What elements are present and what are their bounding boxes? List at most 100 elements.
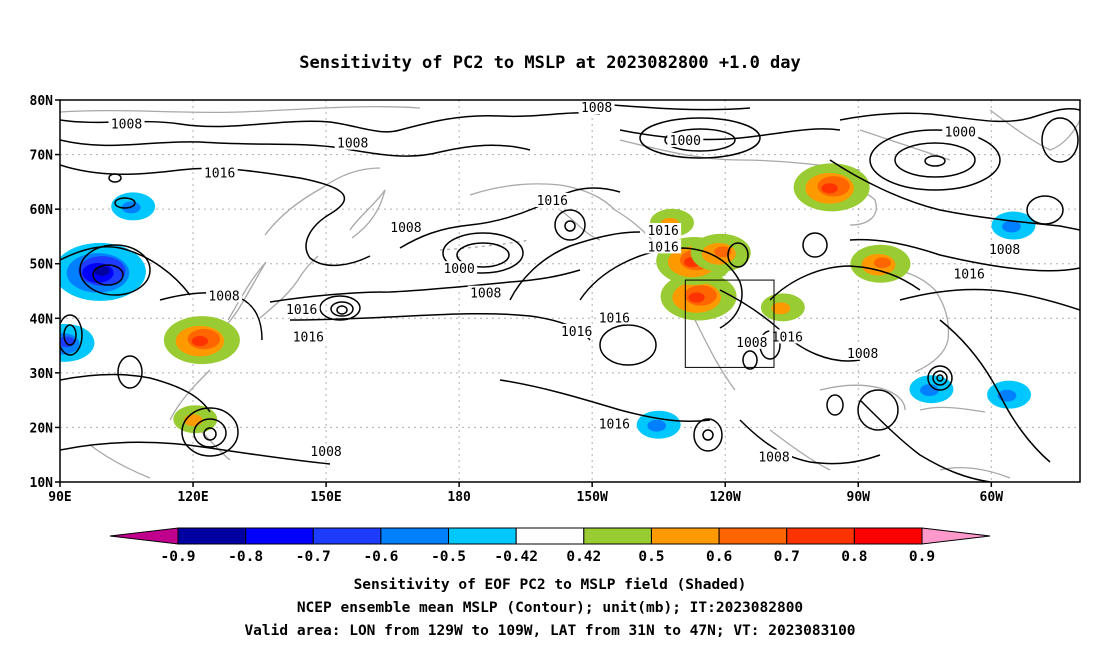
colorbar-swatch — [245, 527, 314, 545]
positive-sensitivity-level — [714, 246, 732, 258]
colorbar-label: 0.6 — [706, 549, 732, 565]
contour-label-background — [308, 443, 345, 458]
lon-tick-label: 120W — [710, 490, 741, 505]
contour-label: 1016 — [537, 194, 568, 209]
colorbar-label: 0.8 — [841, 549, 867, 565]
contour-label-background — [756, 449, 792, 464]
contour-label: 1008 — [470, 287, 501, 302]
contour-label-background — [201, 165, 238, 180]
contour-label-background — [645, 239, 682, 254]
contour-label: 1008 — [847, 347, 878, 362]
contour-label: 1008 — [310, 445, 341, 460]
colorbar-label: 0.42 — [566, 549, 601, 565]
contour-label: 1008 — [111, 118, 142, 133]
contour-label: 1008 — [390, 221, 421, 236]
colorbar: -0.9 -0.8 -0.7 -0.6 -0.5 -0.42 0.42 0.5 0.6 0.7 0.… — [109, 527, 991, 565]
positive-sensitivity-level — [183, 414, 203, 427]
contour-label-background — [942, 124, 979, 139]
contour-label: 1008 — [581, 101, 612, 116]
colorbar-swatch — [515, 527, 585, 545]
contour-label-background — [844, 345, 881, 360]
colorbar-swatch — [853, 527, 923, 545]
contour-label-background — [733, 334, 770, 349]
colorbar-swatch — [177, 527, 247, 545]
contour-label: 1016 — [953, 268, 984, 283]
colorbar-high-arrow — [921, 527, 991, 545]
lat-tick-label: 70N — [30, 149, 54, 164]
map-frame — [59, 99, 1081, 483]
lon-tick-label: 120E — [177, 490, 208, 505]
contour-label-background — [283, 302, 320, 317]
colorbar-swatch — [718, 527, 788, 545]
contour-label-background — [558, 323, 595, 338]
lon-tick-label: 180 — [447, 490, 471, 505]
contour-label: 1008 — [337, 137, 368, 152]
positive-sensitivity-level — [771, 302, 791, 315]
positive-sensitivity-level — [873, 257, 891, 269]
figure-title: Sensitivity of PC2 to MSLP at 2023082800… — [299, 53, 801, 73]
colorbar-swatch — [448, 527, 517, 545]
contour-label-background — [769, 329, 806, 344]
lat-tick-label: 40N — [30, 312, 54, 327]
caption-line-2: NCEP ensemble mean MSLP (Contour); unit(… — [297, 600, 803, 616]
negative-sensitivity-level — [920, 384, 939, 397]
colorbar-low-arrow — [109, 527, 179, 545]
contour-label: 1016 — [293, 330, 324, 345]
lat-tick-label: 60N — [30, 203, 54, 218]
colorbar-label: -0.9 — [161, 549, 196, 565]
contour-label-background — [108, 116, 145, 131]
lat-tick-label: 80N — [30, 94, 54, 109]
positive-sensitivity-level — [821, 183, 838, 194]
contour-label: 1008 — [758, 450, 789, 465]
contour-label: 1016 — [647, 224, 678, 239]
contour-label-background — [667, 132, 704, 147]
lat-tick-label: 30N — [30, 367, 54, 382]
contour-label: 1016 — [286, 303, 317, 318]
contour-label: 1008 — [736, 336, 767, 351]
contour-label-background — [596, 310, 633, 325]
colorbar-label: -0.6 — [363, 549, 398, 565]
lon-tick-label: 90E — [48, 490, 71, 505]
colorbar-swatch — [583, 527, 652, 545]
caption-line-3: Valid area: LON from 129W to 109W, LAT f… — [244, 623, 855, 639]
positive-sensitivity-level — [191, 336, 208, 347]
lat-tick-label: 50N — [30, 258, 54, 273]
lon-tick-label: 150E — [310, 490, 341, 505]
colorbar-label: -0.42 — [494, 549, 538, 565]
contour-label: 1000 — [945, 126, 976, 141]
contour-label-background — [596, 416, 633, 431]
mslp-contours — [60, 103, 1080, 482]
map-panel: 1008 1008 1016 1008 1000 1000 1016 1008 1016 1016… — [30, 94, 1081, 505]
contour-label: 1016 — [599, 311, 630, 326]
negative-sensitivity-level — [647, 419, 667, 432]
lat-tick-label: 20N — [30, 421, 54, 436]
contour-label: 1000 — [443, 262, 474, 277]
colorbar-swatch — [380, 527, 450, 545]
contour-label-background — [206, 288, 243, 303]
colorbar-swatch — [786, 527, 855, 545]
colorbar-swatch — [312, 527, 382, 545]
contour-label: 1008 — [989, 243, 1020, 258]
axis-ticks: 90E 120E 150E 180 150W 120W 90W 60W 80N 70N 60N 50N… — [30, 94, 1004, 505]
lat-lon-grid — [60, 100, 1080, 482]
contour-label: 1000 — [670, 134, 701, 149]
contour-label: 1008 — [208, 289, 239, 304]
contour-label-background — [290, 329, 327, 344]
contour-label-background — [467, 285, 504, 300]
contour-label-background — [441, 261, 478, 276]
colorbar-label: 0.7 — [774, 549, 800, 565]
contour-label: 1016 — [772, 330, 803, 345]
colorbar-label: -0.8 — [228, 549, 263, 565]
contour-labels: 1008 1008 1016 1008 1000 1000 1016 1008 1016 1016… — [108, 100, 1023, 465]
negative-sensitivity-level — [1002, 220, 1021, 233]
contour-label: 1016 — [561, 325, 592, 340]
positive-sensitivity-level — [688, 292, 705, 303]
colorbar-label: 0.5 — [638, 549, 664, 565]
negative-sensitivity-level — [94, 265, 110, 276]
contour-label-background — [578, 100, 615, 115]
contour-label-background — [534, 192, 571, 207]
contour-label-background — [645, 222, 682, 237]
colorbar-label: 0.9 — [909, 549, 935, 565]
contour-label: 1016 — [599, 418, 630, 433]
